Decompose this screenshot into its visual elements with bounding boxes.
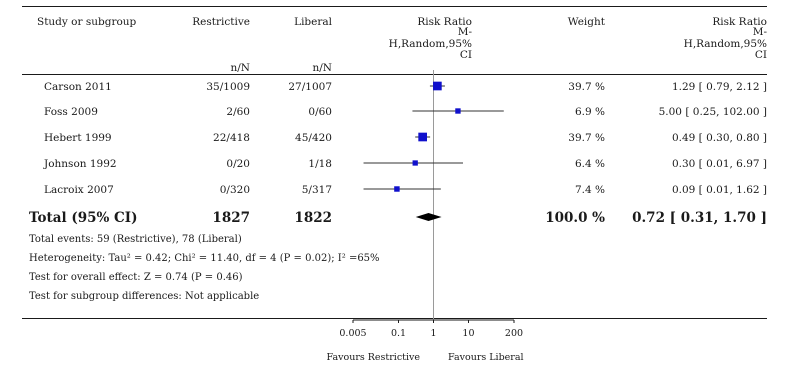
study-ci-text: 5.00 [ 0.25, 102.00 ] <box>658 106 767 118</box>
effect-marker <box>418 132 427 142</box>
study-name: Foss 2009 <box>44 106 98 118</box>
effect-marker <box>412 160 418 166</box>
note-subgroup: Test for subgroup differences: Not appli… <box>29 291 260 302</box>
top-rule <box>22 6 767 7</box>
study-name: Carson 2011 <box>44 81 112 93</box>
group1-events: 0/20 <box>226 158 250 170</box>
effect-marker <box>433 81 442 91</box>
group1-events: 22/418 <box>213 132 250 144</box>
total-group1: 1827 <box>212 210 250 226</box>
study-ci-text: 0.49 [ 0.30, 0.80 ] <box>671 132 767 144</box>
study-weight: 6.4 % <box>574 158 605 170</box>
total-label: Total (95% CI) <box>29 210 138 226</box>
study-weight: 7.4 % <box>574 184 605 196</box>
note-overall-effect: Test for overall effect: Z = 0.74 (P = 0… <box>29 272 243 283</box>
group1-events: 35/1009 <box>206 81 250 93</box>
study-name: Johnson 1992 <box>44 158 117 170</box>
favours-left-label: Favours Restrictive <box>326 352 420 363</box>
header-rr-line: CI <box>459 49 472 61</box>
header-group2-sub: n/N <box>312 62 333 74</box>
pooled-diamond <box>415 213 442 221</box>
study-ci-text: 0.09 [ 0.01, 1.62 ] <box>671 184 767 196</box>
study-name: Lacroix 2007 <box>44 184 114 196</box>
group2-events: 45/420 <box>295 132 332 144</box>
header-rr2-line: M- <box>752 26 767 38</box>
study-ci-text: 0.30 [ 0.01, 6.97 ] <box>671 158 767 170</box>
header-rr2-line: H,Random,95% <box>683 38 767 50</box>
total-weight: 100.0 % <box>545 210 605 226</box>
header-rr2-line: CI <box>754 49 767 61</box>
total-group2: 1822 <box>294 210 332 226</box>
header-weight: Weight <box>567 16 605 28</box>
note-heterogeneity: Heterogeneity: Tau² = 0.42; Chi² = 11.40… <box>29 253 380 264</box>
note-total-events: Total events: 59 (Restrictive), 78 (Libe… <box>29 234 242 245</box>
x-tick-label: 1 <box>430 328 436 339</box>
header-group2: Liberal <box>294 16 332 28</box>
total-ci-text: 0.72 [ 0.31, 1.70 ] <box>632 210 767 226</box>
header-rr-line: Risk Ratio <box>417 16 472 28</box>
header-group1: Restrictive <box>192 16 250 28</box>
favours-right-label: Favours Liberal <box>448 352 524 363</box>
x-tick-label: 200 <box>505 328 523 339</box>
group1-events: 0/320 <box>219 184 250 196</box>
group2-events: 0/60 <box>308 106 332 118</box>
header-study: Study or subgroup <box>37 16 137 28</box>
x-tick-label: 0.1 <box>391 328 406 339</box>
x-tick-label: 0.005 <box>339 328 366 339</box>
group1-events: 2/60 <box>226 106 250 118</box>
effect-marker <box>394 186 400 192</box>
study-weight: 6.9 % <box>574 106 605 118</box>
header-rr-line: M- <box>457 26 472 38</box>
group2-events: 27/1007 <box>288 81 332 93</box>
group2-events: 5/317 <box>301 184 332 196</box>
study-ci-text: 1.29 [ 0.79, 2.12 ] <box>671 81 767 93</box>
effect-marker <box>455 108 461 114</box>
study-weight: 39.7 % <box>568 81 605 93</box>
header-rule <box>22 74 767 75</box>
header-group1-sub: n/N <box>230 62 251 74</box>
bottom-rule <box>22 318 767 319</box>
x-tick-label: 10 <box>462 328 474 339</box>
study-name: Hebert 1999 <box>44 132 112 144</box>
header-rr2-line: Risk Ratio <box>712 16 767 28</box>
study-weight: 39.7 % <box>568 132 605 144</box>
header-rr-line: H,Random,95% <box>388 38 472 50</box>
group2-events: 1/18 <box>308 158 332 170</box>
